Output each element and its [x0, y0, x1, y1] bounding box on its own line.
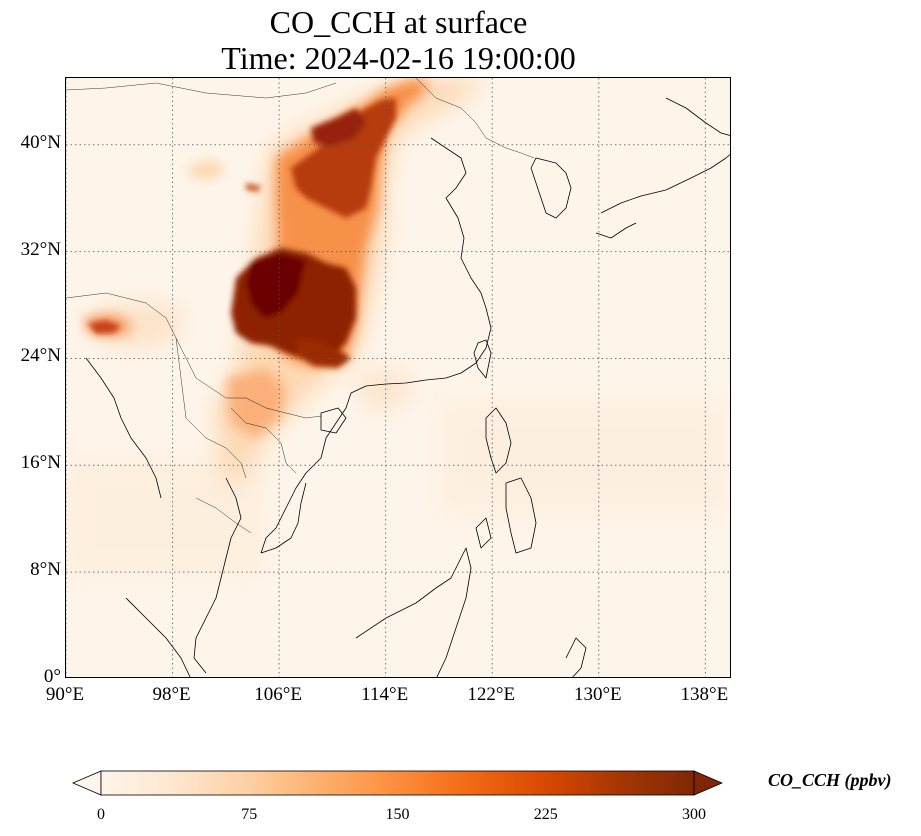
lon-tick-label: 114°E — [361, 684, 409, 705]
colorbar-tick-label: 300 — [682, 806, 706, 823]
lat-tick-label: 8°N — [30, 559, 61, 581]
colorbar-tick-label: 75 — [241, 806, 258, 823]
concentration-field — [66, 78, 730, 578]
title-time: Time: 2024-02-16 19:00:00 — [221, 40, 576, 76]
colorbar-extend-max — [693, 770, 724, 796]
colorbar-tick-label: 150 — [385, 806, 410, 823]
colorbar-label: CO_CCH (ppbv) — [768, 770, 892, 790]
lat-tick-label: 32°N — [20, 238, 61, 260]
map-canvas — [66, 78, 730, 677]
lon-tick-label: 98°E — [152, 684, 191, 705]
map-panel — [65, 77, 731, 678]
colorbar-tick-label: 225 — [533, 806, 558, 823]
colorbar-tick-label: 0 — [97, 806, 105, 823]
lon-tick-label: 130°E — [573, 684, 622, 705]
lat-tick-label: 16°N — [20, 452, 61, 474]
title-variable: CO_CCH at surface — [269, 4, 528, 40]
lat-tick-label: 0° — [43, 666, 61, 687]
coastlines — [85, 97, 730, 677]
background-haze — [66, 398, 730, 578]
country-borders — [66, 78, 535, 534]
lat-tick-label: 24°N — [20, 345, 61, 367]
lon-tick-label: 90°E — [45, 684, 85, 705]
lon-tick-label: 122°E — [467, 684, 516, 705]
colorbar-gradient — [101, 771, 694, 795]
colorbar — [71, 770, 724, 796]
plume-core — [88, 98, 396, 368]
lon-tick-label: 106°E — [254, 684, 302, 705]
colorbar-extend-min — [71, 770, 102, 796]
colorbar-svg — [71, 770, 724, 796]
lon-tick-label: 138°E — [680, 684, 729, 705]
lat-tick-label: 40°N — [20, 131, 61, 153]
map-title: CO_CCH at surface Time: 2024-02-16 19:00… — [66, 4, 731, 76]
gridlines — [66, 78, 730, 677]
